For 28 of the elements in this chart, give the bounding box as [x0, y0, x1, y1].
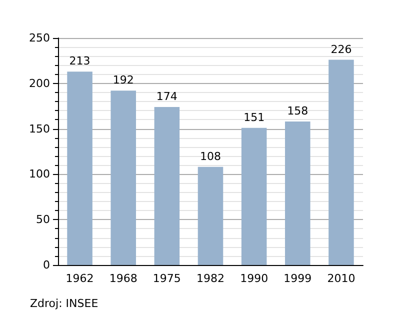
data-label: 226 [330, 42, 352, 56]
y-tick-label: 50 [36, 213, 50, 226]
bar [198, 166, 224, 265]
x-tick-label: 1975 [152, 272, 181, 285]
x-tick-label: 1990 [240, 272, 268, 285]
y-tick-label: 200 [29, 76, 50, 90]
y-tick-label: 150 [29, 122, 50, 136]
bar [241, 128, 267, 265]
data-label: 158 [287, 104, 308, 118]
text: Zdroj: INSEE [30, 297, 98, 310]
data-label: 108 [200, 150, 221, 163]
data-label: 151 [244, 110, 265, 124]
bar [154, 107, 180, 265]
data-label: 213 [69, 54, 90, 68]
bar [285, 122, 310, 265]
bar [67, 72, 92, 265]
data-label: 192 [112, 74, 134, 87]
x-tick-label: 1999 [284, 272, 312, 285]
y-tick-label: 100 [29, 168, 50, 181]
bar [110, 90, 136, 265]
x-tick-label: 1982 [196, 272, 224, 285]
bar [328, 60, 354, 265]
y-tick-label: 250 [29, 32, 50, 44]
x-tick-label: 2010 [327, 272, 356, 285]
x-tick-label: 1962 [66, 272, 94, 285]
data-label: 174 [156, 90, 178, 104]
x-tick-label: 1968 [109, 272, 138, 285]
y-tick-label: 0 [43, 258, 50, 272]
